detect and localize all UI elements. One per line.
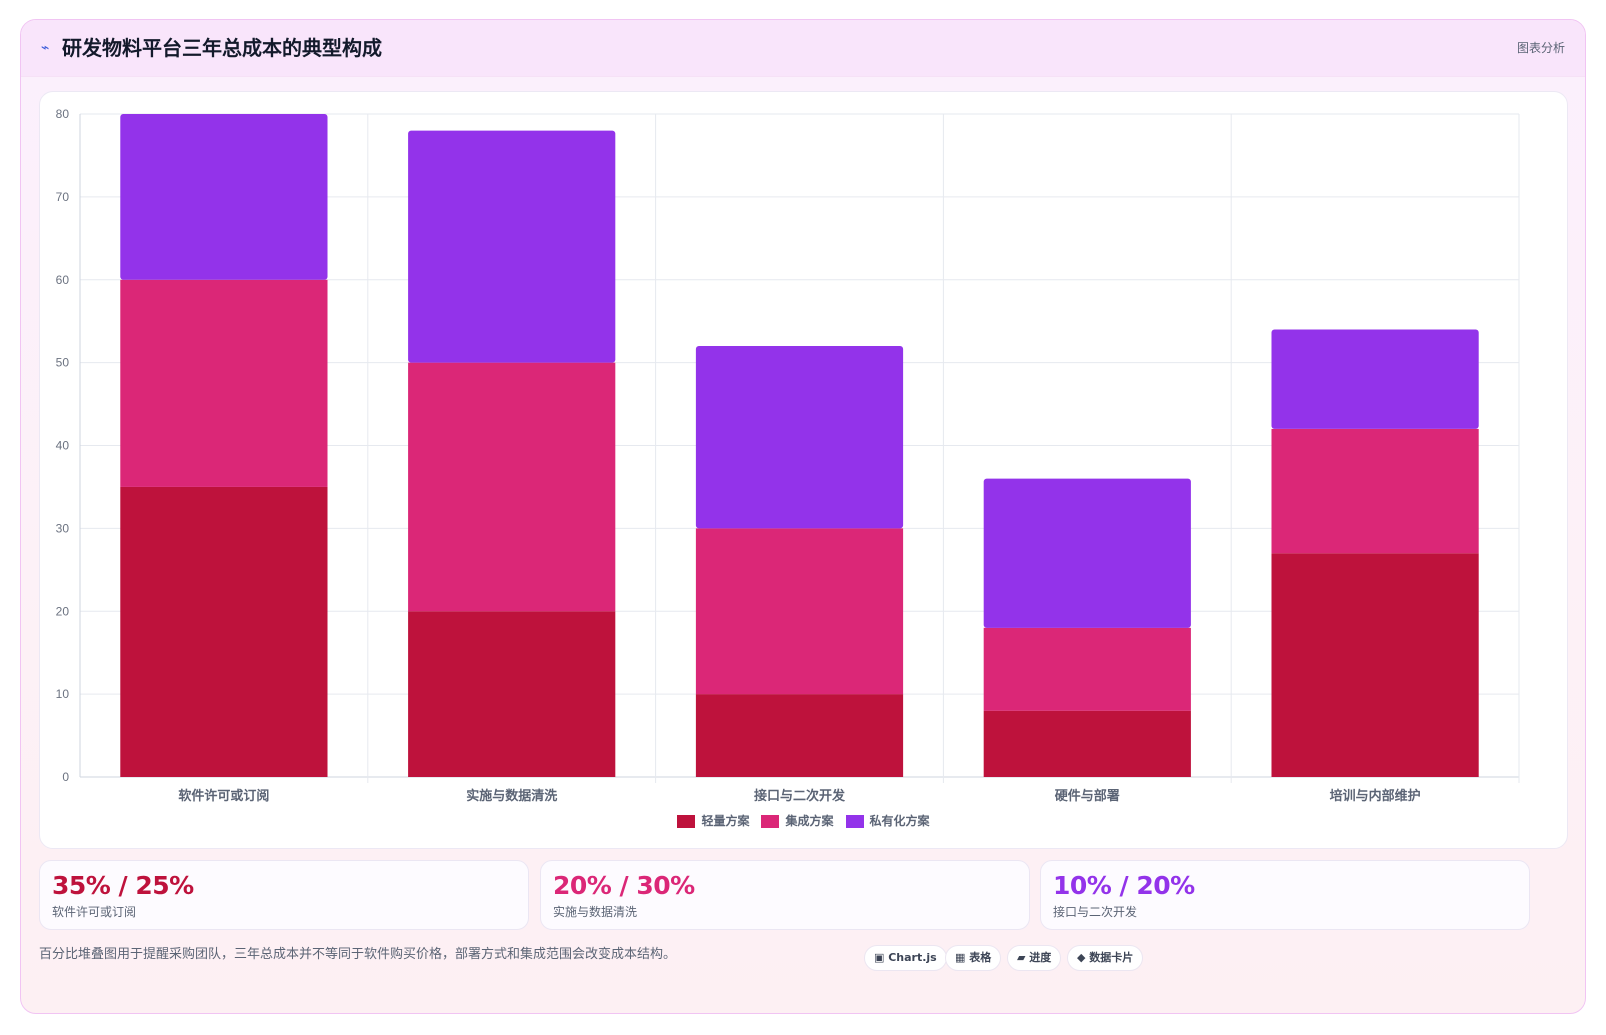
page-title: 研发物料平台三年总成本的典型构成 bbox=[62, 36, 382, 60]
bar-segment bbox=[695, 346, 904, 529]
y-tick-label: 0 bbox=[62, 770, 69, 784]
chip-progress[interactable]: ▰ 进度 bbox=[1007, 945, 1062, 971]
legend-label: 私有化方案 bbox=[869, 814, 930, 828]
y-tick-label: 10 bbox=[56, 687, 70, 701]
y-tick-label: 60 bbox=[56, 273, 70, 287]
chip-data-card[interactable]: ◆ 数据卡片 bbox=[1067, 945, 1144, 971]
y-tick-label: 70 bbox=[56, 190, 70, 204]
stat-card-interface: 10% / 20% 接口与二次开发 bbox=[1040, 860, 1530, 930]
stat-label: 软件许可或订阅 bbox=[52, 905, 137, 919]
chart-legend: 轻量方案 集成方案 私有化方案 bbox=[40, 813, 1567, 829]
card-header: ⌁ 研发物料平台三年总成本的典型构成 图表分析 bbox=[21, 20, 1585, 77]
chip-table[interactable]: ▦ 表格 bbox=[945, 945, 1002, 971]
y-tick-label: 30 bbox=[56, 521, 70, 535]
bar-segment bbox=[1271, 553, 1479, 777]
legend-swatch bbox=[677, 814, 696, 828]
legend-label: 集成方案 bbox=[785, 814, 834, 828]
x-tick-label: 接口与二次开发 bbox=[754, 788, 846, 803]
footnote: 百分比堆叠图用于提醒采购团队，三年总成本并不等同于软件购买价格，部署方式和集成范… bbox=[39, 947, 677, 962]
bar-segment bbox=[983, 478, 1191, 628]
bar-segment bbox=[695, 694, 904, 777]
stat-label: 实施与数据清洗 bbox=[553, 905, 638, 919]
stat-label: 接口与二次开发 bbox=[1053, 905, 1138, 919]
stacked-bar-chart: 0 10 20 30 40 50 60 70 80 软件许可或订阅 实施与数据清洗 接口与二次开发 硬件… bbox=[56, 107, 1520, 803]
bar-segment bbox=[983, 627, 1191, 711]
lightning-icon: ⌁ bbox=[41, 40, 50, 56]
x-tick-label: 培训与内部维护 bbox=[1330, 788, 1421, 803]
stat-value: 35% / 25% bbox=[52, 871, 194, 900]
chart-card: ⌁ 研发物料平台三年总成本的典型构成 图表分析 0 10 20 30 40 50 60 70 8… bbox=[20, 19, 1586, 1014]
stat-value: 20% / 30% bbox=[553, 871, 695, 900]
stat-card-implementation: 20% / 30% 实施与数据清洗 bbox=[540, 860, 1030, 930]
chart-panel: 0 10 20 30 40 50 60 70 80 软件许可或订阅 实施与数据清洗 接口与二次开发 硬件… bbox=[39, 91, 1568, 849]
x-tick-label: 实施与数据清洗 bbox=[466, 788, 557, 803]
bar-segment bbox=[695, 528, 904, 695]
legend-swatch bbox=[761, 814, 780, 828]
chip-chartjs[interactable]: ▣ Chart.js bbox=[864, 945, 947, 971]
legend-label: 轻量方案 bbox=[701, 814, 750, 828]
y-tick-label: 40 bbox=[56, 439, 70, 453]
legend-item[interactable]: 集成方案 bbox=[761, 813, 834, 829]
legend-item[interactable]: 私有化方案 bbox=[845, 813, 930, 829]
stat-card-software: 35% / 25% 软件许可或订阅 bbox=[39, 860, 529, 930]
bar-segment bbox=[408, 611, 616, 777]
header-tag: 图表分析 bbox=[1516, 41, 1565, 55]
y-tick-label: 50 bbox=[56, 356, 70, 370]
bar-segment bbox=[120, 486, 328, 777]
stat-value: 10% / 20% bbox=[1053, 871, 1195, 900]
bar-segment bbox=[408, 362, 616, 612]
bar-segment bbox=[408, 130, 616, 363]
x-tick-label: 硬件与部署 bbox=[1055, 788, 1120, 803]
bar-segment bbox=[983, 710, 1191, 777]
bar-segment bbox=[1271, 329, 1479, 429]
bar-segment bbox=[1271, 428, 1479, 554]
bar-segment bbox=[120, 114, 328, 280]
legend-item[interactable]: 轻量方案 bbox=[677, 813, 749, 829]
legend-swatch bbox=[845, 814, 864, 828]
y-tick-label: 20 bbox=[56, 604, 70, 618]
x-tick-label: 软件许可或订阅 bbox=[178, 788, 269, 803]
bar-segment bbox=[120, 279, 328, 487]
y-tick-label: 80 bbox=[56, 107, 70, 121]
